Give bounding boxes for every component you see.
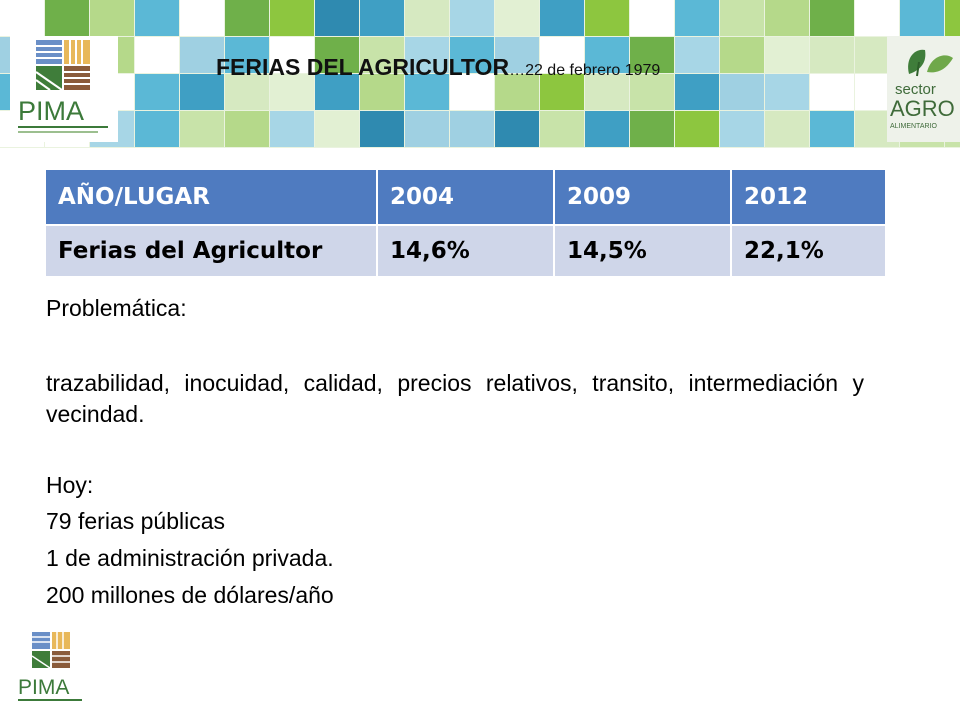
page-title-main: FERIAS DEL AGRICULTOR xyxy=(216,54,510,80)
pima-logo-graphic: PIMA xyxy=(18,40,108,133)
table-header-cell: 2012 xyxy=(731,170,887,225)
pima-logo: PIMA xyxy=(10,36,118,142)
today-heading: Hoy: xyxy=(46,472,94,498)
today-item: 1 de administración privada. xyxy=(46,545,334,571)
pima-footer-logo: PIMA xyxy=(12,628,90,708)
table-row: Ferias del Agricultor 14,6% 14,5% 22,1% xyxy=(46,224,887,276)
table-cell: 14,6% xyxy=(377,224,555,276)
table-header-cell: 2004 xyxy=(377,170,555,225)
page-title: FERIAS DEL AGRICULTOR…22 de febrero 1979 xyxy=(216,54,660,81)
agro-logo-word-agro: AGRO xyxy=(890,96,955,121)
table-cell: Ferias del Agricultor xyxy=(46,224,378,276)
agro-logo-word-sector: sector xyxy=(895,81,936,98)
today-item: 200 millones de dólares/año xyxy=(46,582,334,608)
ferias-share-table: AÑO/LUGAR 2004 2009 2012 Ferias del Agri… xyxy=(46,170,887,276)
pima-logo-text: PIMA xyxy=(18,96,84,126)
pima-footer-logo-text: PIMA xyxy=(18,676,69,699)
table-header-row: AÑO/LUGAR 2004 2009 2012 xyxy=(46,170,887,225)
table-header-cell: AÑO/LUGAR xyxy=(46,170,378,225)
problem-text: trazabilidad, inocuidad, calidad, precio… xyxy=(46,370,864,427)
page-title-date: …22 de febrero 1979 xyxy=(509,62,661,79)
pima-footer-logo-graphic: PIMA xyxy=(18,632,82,701)
table-header-cell: 2009 xyxy=(554,170,732,225)
agro-logo-word-alimentario: ALIMENTARIO xyxy=(890,123,937,130)
problem-heading: Problemática: xyxy=(46,295,187,321)
table-cell: 14,5% xyxy=(554,224,732,276)
agro-logo-graphic: sector AGRO ALIMENTARIO xyxy=(890,49,955,130)
today-item: 79 ferias públicas xyxy=(46,508,225,534)
table-cell: 22,1% xyxy=(731,224,887,276)
sector-agro-logo: sector AGRO ALIMENTARIO xyxy=(887,36,960,142)
